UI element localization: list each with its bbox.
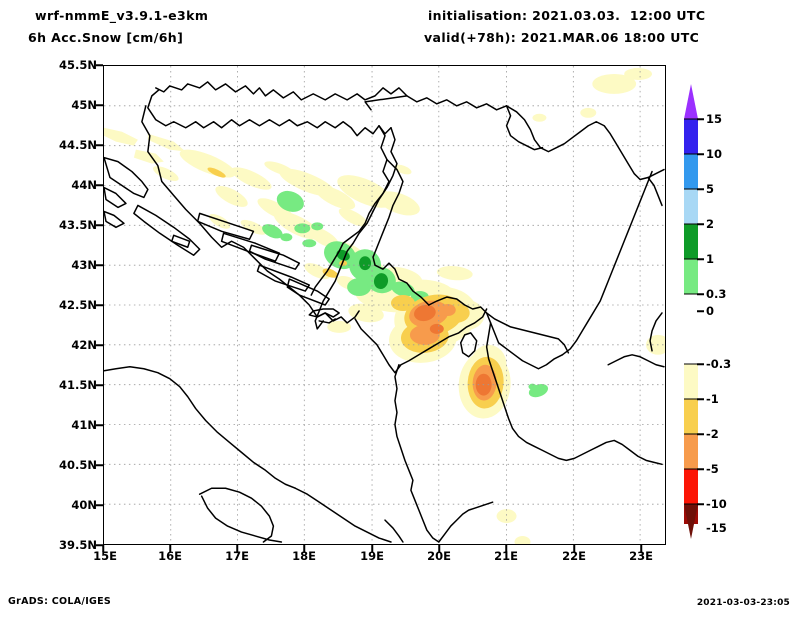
colorbar-label-neg0.3: -0.3 (706, 357, 732, 371)
colorbar-bottom-arrow (684, 504, 698, 539)
y-tick-mark (96, 264, 103, 266)
y-axis-label-45.5N: 45.5N (59, 58, 97, 72)
colorbar-tick (697, 433, 704, 435)
y-axis-label-40.5N: 40.5N (59, 458, 97, 472)
map-gridlines (104, 66, 665, 544)
x-tick-mark (236, 545, 238, 552)
render-timestamp: 2021-03-03-23:05 (696, 598, 790, 608)
colorbar-label-neg2: -2 (706, 427, 719, 441)
x-axis-label-16E: 16E (158, 549, 182, 563)
colorbar-label-1: 1 (706, 252, 715, 266)
y-tick-mark (96, 304, 103, 306)
x-axis-label-22E: 22E (562, 549, 586, 563)
y-tick-mark (96, 144, 103, 146)
x-tick-mark (505, 545, 507, 552)
colorbar-label-5: 5 (706, 182, 715, 196)
grads-attribution: GrADS: COLA/IGES (8, 596, 112, 607)
y-tick-mark (96, 344, 103, 346)
y-axis-label-43.5N: 43.5N (59, 218, 97, 232)
map-plot-area (103, 65, 666, 545)
map-canvas (104, 66, 665, 544)
y-axis-label-44.5N: 44.5N (59, 138, 97, 152)
y-tick-mark (96, 184, 103, 186)
x-axis-label-17E: 17E (225, 549, 249, 563)
colorbar-tick (697, 118, 704, 120)
y-tick-mark (96, 424, 103, 426)
initialisation-label: initialisation: 2021.03.03. 12:00 UTC (428, 8, 706, 23)
y-axis-label-41.5N: 41.5N (59, 378, 97, 392)
field-title: 6h Acc.Snow [cm/6h] (28, 30, 184, 45)
colorbar-label-neg15: -15 (706, 521, 727, 535)
colorbar-label-15: 15 (706, 112, 723, 126)
x-axis-label-20E: 20E (427, 549, 451, 563)
colorbar-tick (697, 188, 704, 190)
y-axis-label-44N: 44N (71, 178, 97, 192)
x-tick-mark (573, 545, 575, 552)
colorbar-label-neg10: -10 (706, 497, 727, 511)
x-axis-label-21E: 21E (494, 549, 518, 563)
x-axis-label-15E: 15E (93, 549, 117, 563)
x-tick-mark (438, 545, 440, 552)
x-tick-mark (169, 545, 171, 552)
colorbar-top-arrow (684, 84, 698, 119)
colorbar-tick (697, 503, 704, 505)
y-axis-label-40N: 40N (71, 498, 97, 512)
colorbar-label-0.3: 0.3 (706, 287, 727, 301)
y-tick-mark (96, 384, 103, 386)
x-axis-label-18E: 18E (292, 549, 316, 563)
colorbar-canvas (684, 84, 698, 539)
y-axis-label-42.5N: 42.5N (59, 298, 97, 312)
y-axis-label-45N: 45N (71, 98, 97, 112)
coastline-and-borders (104, 81, 665, 543)
colorbar-label-neg5: -5 (706, 462, 719, 476)
model-title: wrf-nmmE_v3.9.1-e3km (35, 8, 209, 23)
colorbar-tick (697, 153, 704, 155)
y-axis-label-39.5N: 39.5N (59, 538, 97, 552)
y-tick-mark (96, 504, 103, 506)
x-tick-mark (102, 545, 104, 552)
valid-time-label: valid(+78h): 2021.MAR.06 18:00 UTC (424, 30, 700, 45)
colorbar-tick (697, 468, 704, 470)
y-axis-label-42N: 42N (71, 338, 97, 352)
colorbar-tick (697, 310, 704, 312)
x-tick-mark (640, 545, 642, 552)
colorbar-label-neg1: -1 (706, 392, 719, 406)
y-tick-mark (96, 464, 103, 466)
x-tick-mark (303, 545, 305, 552)
x-axis-label-23E: 23E (629, 549, 653, 563)
y-axis-label-43N: 43N (71, 258, 97, 272)
x-tick-mark (371, 545, 373, 552)
colorbar-tick (697, 398, 704, 400)
x-axis-label-19E: 19E (360, 549, 384, 563)
y-tick-mark (96, 544, 103, 546)
colorbar-label-10: 10 (706, 147, 723, 161)
colorbar-tick (697, 258, 704, 260)
y-tick-mark (96, 104, 103, 106)
y-axis-label-41N: 41N (71, 418, 97, 432)
y-tick-mark (96, 64, 103, 66)
colorbar-tick (697, 293, 704, 295)
colorbar-label-2: 2 (706, 217, 715, 231)
colorbar (684, 84, 698, 539)
y-tick-mark (96, 224, 103, 226)
colorbar-label-0: 0 (706, 304, 715, 318)
colorbar-tick (697, 363, 704, 365)
colorbar-tick (697, 223, 704, 225)
